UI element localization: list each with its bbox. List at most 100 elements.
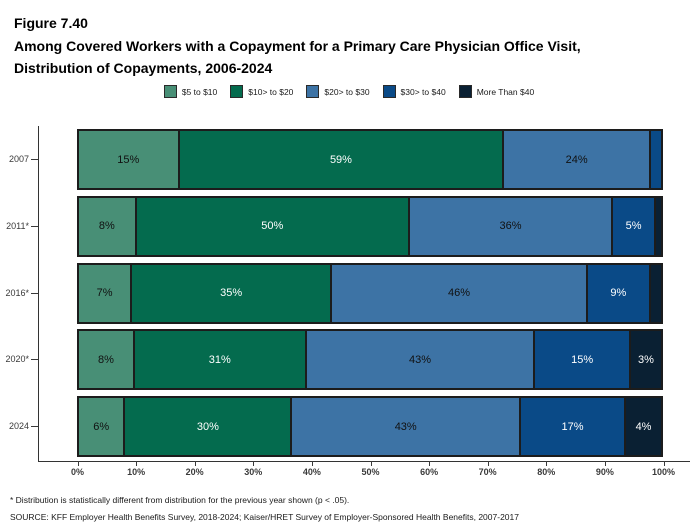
bar-segment-label: 24% <box>565 153 588 166</box>
bar-row: 8% 31% 43% 15% 3% <box>77 329 663 391</box>
x-axis-tick-label: 0% <box>70 467 84 477</box>
bar-segment-label: 15% <box>571 353 594 366</box>
year-label: 2016* <box>5 287 29 298</box>
y-axis-tick <box>31 359 38 361</box>
legend-label: $20> to $30 <box>324 86 370 97</box>
bar-row: 7% 35% 46% 9% <box>77 262 663 324</box>
y-axis-tick <box>31 426 38 428</box>
bar-row: 15% 59% 24% <box>77 129 663 190</box>
bar-segment: 8% <box>78 330 134 390</box>
bar-segment-label: 17% <box>561 420 584 433</box>
legend-swatch-icon <box>382 85 396 98</box>
bar-segment: 3% <box>629 330 663 390</box>
legend-swatch-icon <box>306 85 320 98</box>
x-axis-tick-label: 100% <box>651 467 676 477</box>
x-axis-line <box>38 461 690 462</box>
x-axis-tick <box>604 461 606 466</box>
bar-segment-label: 5% <box>625 220 642 233</box>
bar-segment-label: 7% <box>96 287 113 300</box>
bar-segment-label: 43% <box>408 353 432 366</box>
bar-segment-label: 3% <box>637 353 654 366</box>
bar-segment-label: 4% <box>635 420 652 433</box>
bar-segment <box>649 130 662 189</box>
bar-segment-label: 50% <box>261 220 284 233</box>
y-axis-tick <box>31 292 38 294</box>
legend-item: $5 to $10 <box>163 85 218 98</box>
x-axis-tick <box>77 461 79 466</box>
y-axis-tick <box>31 159 38 160</box>
footnotes: * Distribution is statistically differen… <box>10 492 519 525</box>
x-axis-tick-label: 80% <box>537 467 556 477</box>
x-axis-tick <box>311 461 313 466</box>
x-axis-tick <box>546 461 548 466</box>
year-label: 2024 <box>8 421 29 432</box>
bar-segment-label: 30% <box>196 420 219 433</box>
legend: $5 to $10 $10> to $20 $20> to $30 $30> to $… <box>0 85 698 98</box>
y-axis-line <box>38 126 39 461</box>
bar-segment: 24% <box>503 130 650 189</box>
bar-segment: 6% <box>78 397 125 457</box>
bar-segment: 43% <box>291 397 521 457</box>
bar-segment: 50% <box>135 196 409 256</box>
bar-segment-label: 31% <box>208 353 231 366</box>
x-axis-tick-label: 10% <box>127 467 146 477</box>
bar-segment: 5% <box>612 196 656 256</box>
legend-label: $10> to $20 <box>248 86 294 97</box>
bar-segment: 4% <box>625 397 662 457</box>
bar-segment: 43% <box>305 330 535 390</box>
bar-segment: 17% <box>520 397 626 457</box>
legend-swatch-icon <box>458 85 472 98</box>
bar-segment <box>655 196 662 256</box>
legend-item: More Than $40 <box>458 85 535 98</box>
legend-label: $30> to $40 <box>400 86 446 97</box>
y-axis-tick <box>31 225 38 227</box>
year-label: 2011* <box>6 220 29 231</box>
x-axis-tick-label: 70% <box>478 467 497 477</box>
x-axis-tick <box>663 461 665 466</box>
bar-segment-label: 35% <box>220 287 243 300</box>
bar-segment-label: 15% <box>117 153 140 166</box>
legend-item: $20> to $30 <box>306 85 370 98</box>
x-axis-tick <box>370 461 372 466</box>
bar-segment: 46% <box>331 263 587 323</box>
figure-label: Figure 7.40 <box>14 15 88 31</box>
legend-label: More Than $40 <box>476 86 535 97</box>
bar-segment-label: 8% <box>98 220 115 233</box>
bar-segment: 36% <box>408 196 613 256</box>
x-axis-tick <box>487 461 489 466</box>
figure-title-block: Figure 7.40 Among Covered Workers with a… <box>14 12 581 80</box>
x-axis-tick <box>253 461 255 466</box>
bar-segment-label: 6% <box>93 420 110 433</box>
chart-title-line-1: Among Covered Workers with a Copayment f… <box>14 37 581 54</box>
bar-segment: 9% <box>586 263 650 323</box>
bar-segment: 15% <box>534 330 630 390</box>
x-axis-tick <box>136 461 138 466</box>
x-axis-tick-label: 90% <box>595 467 614 477</box>
bar-segment-label: 46% <box>447 287 471 300</box>
legend-swatch-icon <box>163 85 177 98</box>
bar-segment: 30% <box>124 397 292 457</box>
legend-item: $30> to $40 <box>382 85 446 98</box>
bar-segment-label: 36% <box>499 220 522 233</box>
x-axis-tick-label: 60% <box>420 467 439 477</box>
bar-row: 6% 30% 43% 17% 4% <box>77 396 663 458</box>
chart-title-line-2: Distribution of Copayments, 2006-2024 <box>14 60 273 76</box>
legend-label: $5 to $10 <box>181 86 218 97</box>
x-axis-tick <box>194 461 196 466</box>
legend-item: $10> to $20 <box>230 85 293 98</box>
x-axis-tick-label: 40% <box>302 467 321 477</box>
bar-segment: 35% <box>131 263 332 323</box>
footnote-source: SOURCE: KFF Employer Health Benefits Sur… <box>10 512 519 522</box>
x-axis-tick-label: 20% <box>185 467 204 477</box>
bar-segment-label: 59% <box>329 153 352 166</box>
x-axis-tick-label: 50% <box>361 467 380 477</box>
bar-segment <box>649 263 662 323</box>
bar-segment: 31% <box>134 330 306 390</box>
bar-segment: 8% <box>78 196 136 256</box>
x-axis-tick-label: 30% <box>244 467 263 477</box>
year-label: 2007 <box>8 154 29 164</box>
bar-row: 8% 50% 36% 5% <box>77 195 663 257</box>
bar-segment: 59% <box>178 130 504 189</box>
bar-segment-label: 8% <box>98 353 114 366</box>
